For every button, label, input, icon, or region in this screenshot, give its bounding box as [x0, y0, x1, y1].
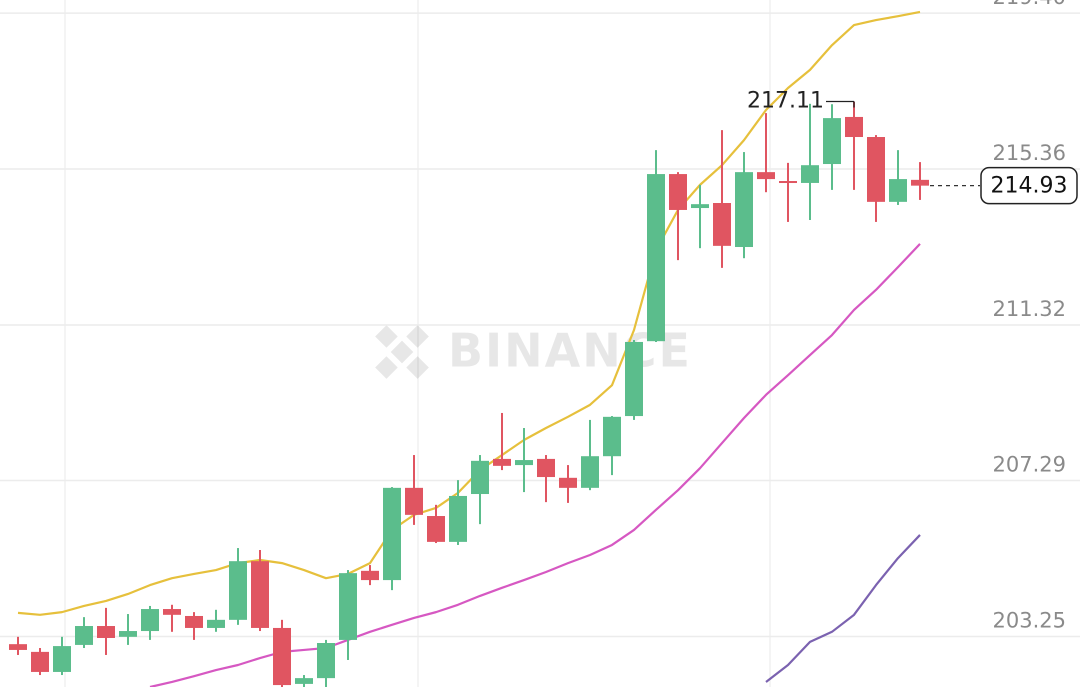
candle: [185, 612, 203, 640]
candle: [867, 135, 885, 222]
candle-body: [449, 495, 467, 542]
candle-body: [207, 619, 225, 628]
candle-body: [823, 118, 841, 165]
candle-body: [383, 487, 401, 581]
candle: [449, 480, 467, 545]
candle: [163, 604, 181, 632]
last-price-label: 214.93: [991, 174, 1068, 199]
candle: [53, 636, 71, 676]
candle: [31, 648, 49, 676]
candle-body: [405, 487, 423, 515]
y-tick-label: 203.25: [993, 608, 1066, 632]
candle-body: [163, 609, 181, 615]
candle: [647, 150, 665, 342]
moving-average-line: [17, 10, 921, 616]
candle: [229, 548, 247, 625]
candle-body: [9, 644, 27, 650]
candle-body: [911, 179, 929, 186]
candle-body: [317, 643, 335, 679]
candle-body: [735, 172, 753, 248]
candle-body: [537, 458, 555, 478]
candle: [317, 639, 335, 687]
candle-body: [97, 626, 115, 638]
candle: [713, 130, 731, 268]
candle: [691, 184, 709, 249]
candle-body: [273, 627, 291, 686]
high-marker-label: 217.11: [747, 89, 824, 114]
candle-body: [845, 116, 863, 138]
candle: [273, 619, 291, 687]
candle: [405, 455, 423, 525]
candle: [119, 614, 137, 645]
candle-body: [801, 165, 819, 183]
candle: [559, 465, 577, 503]
candle-body: [515, 460, 533, 466]
candle-body: [141, 609, 159, 632]
candle-body: [603, 416, 621, 457]
candle-body: [339, 573, 357, 640]
candle-body: [75, 626, 93, 645]
candle-body: [669, 174, 687, 210]
candle-body: [581, 456, 599, 488]
candle-body: [713, 203, 731, 246]
candle: [845, 101, 863, 190]
candle: [75, 617, 93, 649]
candle: [383, 487, 401, 591]
candle: [889, 150, 907, 205]
candle: [735, 152, 753, 259]
candle: [757, 113, 775, 193]
candle: [515, 428, 533, 493]
y-tick-label: 215.36: [993, 141, 1066, 165]
candle: [361, 565, 379, 586]
candle: [669, 172, 687, 261]
candle-body: [53, 646, 71, 672]
last-price-box: [980, 166, 1078, 205]
candle: [493, 412, 511, 471]
candle-body: [559, 477, 577, 488]
candle: [911, 162, 929, 200]
candle: [779, 162, 797, 222]
candle: [339, 570, 357, 660]
candle-body: [31, 651, 49, 672]
candle: [427, 504, 445, 544]
candle-body: [647, 174, 665, 342]
candle-body: [427, 516, 445, 542]
candle-body: [471, 460, 489, 495]
watermark-logo: [375, 325, 429, 379]
candle-body: [361, 570, 379, 581]
candle-body: [757, 172, 775, 180]
candle: [251, 549, 269, 632]
candle: [207, 609, 225, 632]
candle: [537, 455, 555, 503]
candle-body: [493, 458, 511, 466]
candle: [801, 103, 819, 220]
candle: [97, 607, 115, 655]
candle-body: [889, 179, 907, 202]
candle: [9, 636, 27, 655]
candle: [471, 455, 489, 525]
y-tick-label: 219.40: [993, 0, 1066, 9]
candle-body: [251, 561, 269, 628]
candle-body: [119, 631, 137, 637]
candle: [823, 104, 841, 190]
candle: [625, 340, 643, 420]
candle: [581, 419, 599, 491]
candle-body: [867, 137, 885, 202]
y-tick-label: 207.29: [993, 453, 1066, 477]
candle-body: [295, 678, 313, 684]
candle: [603, 416, 621, 476]
candles: [9, 101, 929, 687]
candle-body: [229, 561, 247, 620]
candle: [141, 605, 159, 640]
y-tick-label: 211.32: [993, 297, 1066, 321]
candle-body: [691, 204, 709, 209]
moving-average-line: [765, 534, 921, 683]
candle: [295, 675, 313, 687]
candle-body: [779, 181, 797, 184]
candle-body: [185, 615, 203, 628]
candle-body: [625, 341, 643, 417]
